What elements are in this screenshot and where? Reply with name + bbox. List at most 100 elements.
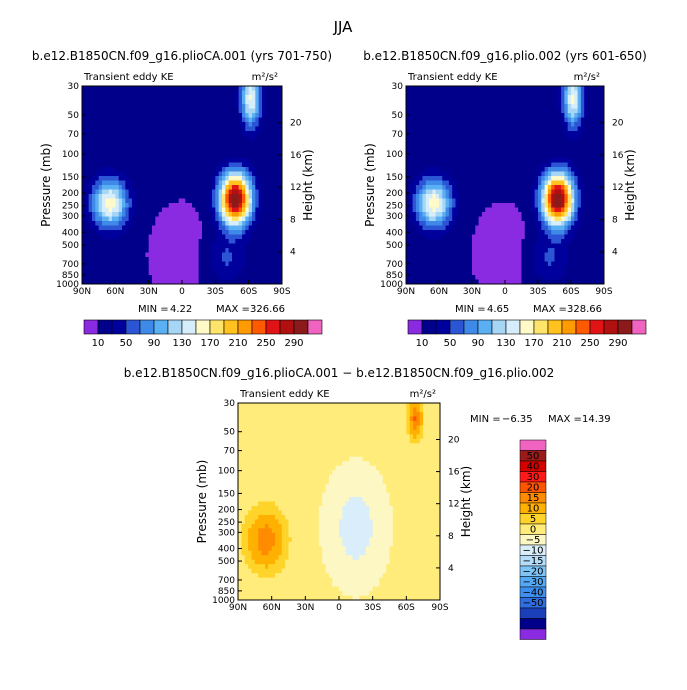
field-cell [149,149,153,154]
field-cell [242,176,246,181]
field-cell [135,208,139,213]
field-cell [472,158,476,163]
field-cell [472,118,476,123]
field-cell [272,266,276,271]
field-cell [139,266,143,271]
field-cell [189,149,193,154]
field-cell [205,100,209,105]
field-cell [202,86,206,91]
field-cell [262,104,266,109]
field-cell [479,203,483,208]
field-cell [456,181,460,186]
field-cell [436,109,440,114]
field-cell [442,131,446,136]
field-cell [525,136,529,141]
field-cell [541,149,545,154]
field-cell [551,194,555,199]
field-cell [446,244,450,249]
field-cell [469,158,473,163]
field-cell [252,235,256,240]
field-cell [489,172,493,177]
field-cell [485,167,489,172]
field-cell [535,248,539,253]
field-cell [535,239,539,244]
field-cell [446,262,450,267]
field-cell [475,158,479,163]
field-cell [432,163,436,168]
field-cell [495,95,499,100]
field-cell [172,100,176,105]
field-cell [498,226,502,231]
field-cell [558,262,562,267]
field-cell [262,140,266,145]
field-cell [129,230,133,235]
field-cell [229,91,233,96]
field-cell [109,176,113,181]
field-cell [558,275,562,280]
field-cell [239,212,243,217]
field-cell [125,158,129,163]
field-cell [423,122,427,127]
field-cell [212,194,216,199]
field-cell [456,95,460,100]
field-cell [125,221,129,226]
field-cell [423,131,427,136]
field-cell [225,217,229,222]
field-cell [512,203,516,208]
field-cell [215,136,219,141]
field-cell [456,172,460,177]
field-cell [449,163,453,168]
field-cell [255,221,259,226]
field-cell [528,140,532,145]
field-cell [132,221,136,226]
field-cell [571,199,575,204]
field-cell [449,190,453,195]
field-cell [102,244,106,249]
field-cell [426,208,430,213]
field-cell [235,176,239,181]
field-cell [242,199,246,204]
field-cell [456,131,460,136]
field-cell [179,262,183,267]
field-cell [269,95,273,100]
field-cell [235,212,239,217]
field-cell [175,266,179,271]
field-cell [469,118,473,123]
field-cell [406,149,410,154]
field-cell [538,230,542,235]
field-cell [465,253,469,258]
field-cell [419,194,423,199]
field-cell [462,118,466,123]
field-cell [262,212,266,217]
field-cell [232,230,236,235]
field-cell [409,257,413,262]
field-cell [109,172,113,177]
field-cell [419,136,423,141]
field-cell [95,131,99,136]
field-cell [548,95,552,100]
field-cell [165,145,169,150]
field-cell [219,145,223,150]
field-cell [175,172,179,177]
field-cell [465,122,469,127]
field-cell [265,91,269,96]
field-cell [212,221,216,226]
field-cell [406,158,410,163]
field-cell [102,172,106,177]
field-cell [242,113,246,118]
field-cell [541,181,545,186]
field-cell [489,239,493,244]
field-cell [482,158,486,163]
field-cell [122,275,126,280]
field-cell [571,172,575,177]
field-cell [139,275,143,280]
field-cell [219,235,223,240]
field-cell [259,226,263,231]
field-cell [574,140,578,145]
field-cell [551,91,555,96]
field-cell [92,230,96,235]
field-cell [525,104,529,109]
field-cell [99,212,103,217]
field-cell [551,239,555,244]
field-cell [85,140,89,145]
